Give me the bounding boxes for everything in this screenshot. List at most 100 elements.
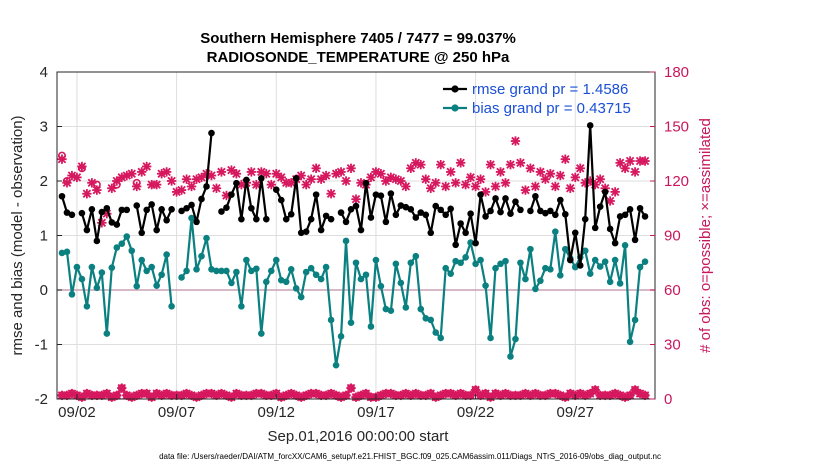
obs-assimilated-marker bbox=[206, 170, 217, 181]
bias-point bbox=[73, 263, 81, 271]
rmse-point bbox=[532, 192, 539, 200]
obs-assimilated-marker bbox=[401, 181, 411, 192]
bias-point bbox=[337, 333, 345, 340]
y-tick-label: -1 bbox=[35, 337, 48, 354]
rmse-point bbox=[118, 206, 126, 214]
rmse-point bbox=[447, 205, 454, 213]
bias-point bbox=[218, 267, 225, 275]
rmse-point bbox=[282, 215, 290, 223]
bias-point bbox=[472, 260, 479, 268]
obs-assimilated-marker bbox=[550, 181, 561, 192]
bias-point bbox=[532, 285, 539, 293]
bias-point bbox=[287, 265, 295, 273]
bias-point bbox=[163, 251, 170, 258]
rmse-point bbox=[402, 203, 410, 211]
obs-assimilated-marker bbox=[431, 178, 441, 188]
bias-point bbox=[297, 293, 305, 301]
obs-assimilated-marker bbox=[72, 172, 82, 183]
bias-point bbox=[83, 303, 91, 310]
bias-point bbox=[203, 234, 210, 242]
obs-assimilated-marker bbox=[321, 170, 331, 181]
obs-assimilated-marker bbox=[555, 170, 565, 181]
obs-assimilated-marker bbox=[436, 159, 446, 170]
rmse-point bbox=[163, 216, 170, 224]
y2-tick-label: 60 bbox=[664, 282, 681, 299]
rmse-point bbox=[337, 209, 345, 216]
bias-point bbox=[591, 256, 599, 264]
bias-point bbox=[482, 282, 489, 289]
rmse-point bbox=[542, 209, 549, 217]
rmse-point bbox=[302, 228, 310, 235]
legend-rmse-label: rmse grand pr = 1.4586 bbox=[472, 81, 628, 98]
obs-assimilated-marker bbox=[460, 179, 471, 190]
rmse-point bbox=[377, 192, 385, 200]
y-tick-label: 4 bbox=[40, 64, 48, 81]
bias-point bbox=[507, 353, 514, 360]
rmse-point bbox=[557, 196, 564, 204]
bias-point bbox=[223, 267, 230, 275]
bias-point bbox=[193, 265, 200, 273]
bias-point bbox=[621, 242, 629, 249]
bias-point bbox=[238, 303, 245, 310]
obs-assimilated-marker bbox=[530, 181, 541, 192]
bias-point bbox=[372, 256, 380, 264]
y-tick-label: 3 bbox=[40, 119, 48, 136]
legend-bias-marker bbox=[451, 104, 459, 112]
rmse-point bbox=[347, 206, 355, 213]
rmse-point bbox=[467, 210, 474, 217]
obs-assimilated-bottom-marker bbox=[77, 392, 87, 402]
obs-assimilated-marker bbox=[351, 194, 361, 204]
bias-point bbox=[616, 280, 624, 287]
bias-point bbox=[178, 274, 185, 281]
bias-point bbox=[492, 264, 499, 272]
rmse-point bbox=[88, 206, 96, 213]
rmse-point bbox=[596, 203, 604, 210]
rmse-point bbox=[243, 176, 250, 184]
obs-assimilated-marker bbox=[465, 172, 476, 183]
bias-point bbox=[233, 268, 240, 276]
bias-point bbox=[447, 270, 454, 277]
obs-assimilated-bottom-marker bbox=[480, 388, 491, 399]
obs-assimilated-marker bbox=[261, 169, 271, 179]
bias-point bbox=[601, 258, 609, 265]
rmse-point bbox=[143, 206, 150, 214]
rmse-point bbox=[487, 207, 494, 215]
obs-assimilated-marker bbox=[132, 181, 142, 192]
bias-point bbox=[143, 267, 150, 275]
rmse-point bbox=[58, 192, 66, 200]
rmse-point bbox=[492, 195, 499, 202]
rmse-point bbox=[412, 214, 420, 221]
rmse-point bbox=[427, 229, 435, 237]
obs-assimilated-marker bbox=[490, 181, 501, 192]
rmse-point bbox=[153, 226, 160, 234]
legend-rmse-marker bbox=[451, 85, 459, 93]
rmse-point bbox=[233, 179, 240, 187]
bias-point bbox=[98, 269, 106, 276]
obs-assimilated-marker bbox=[231, 169, 242, 179]
obs-assimilated-bottom-marker bbox=[117, 383, 127, 393]
bias-point bbox=[467, 239, 474, 246]
bias-point bbox=[382, 305, 390, 313]
obs-assimilated-marker bbox=[485, 159, 496, 170]
rmse-point bbox=[93, 237, 101, 245]
rmse-point bbox=[392, 211, 400, 219]
obs-assimilated-marker bbox=[186, 181, 197, 192]
bias-point bbox=[457, 259, 464, 267]
bias-point bbox=[188, 214, 195, 222]
rmse-point bbox=[208, 129, 215, 137]
bias-point bbox=[138, 256, 146, 264]
bias-point bbox=[427, 316, 435, 324]
rmse-point bbox=[472, 239, 479, 247]
grid bbox=[57, 71, 655, 400]
rmse-point bbox=[422, 211, 430, 219]
obs-assimilated-marker bbox=[515, 158, 526, 168]
obs-assimilated-bottom-marker bbox=[515, 390, 526, 401]
obs-assimilated-bottom-marker bbox=[341, 390, 351, 401]
rmse-point bbox=[342, 218, 350, 226]
y2-axis-label: # of obs: o=possible; ×=assimilated bbox=[697, 118, 714, 353]
obs-assimilated-marker bbox=[510, 136, 521, 146]
bias-point bbox=[586, 270, 594, 277]
bias-point bbox=[402, 304, 410, 311]
rmse-point bbox=[103, 204, 111, 212]
bias-point bbox=[611, 256, 619, 264]
